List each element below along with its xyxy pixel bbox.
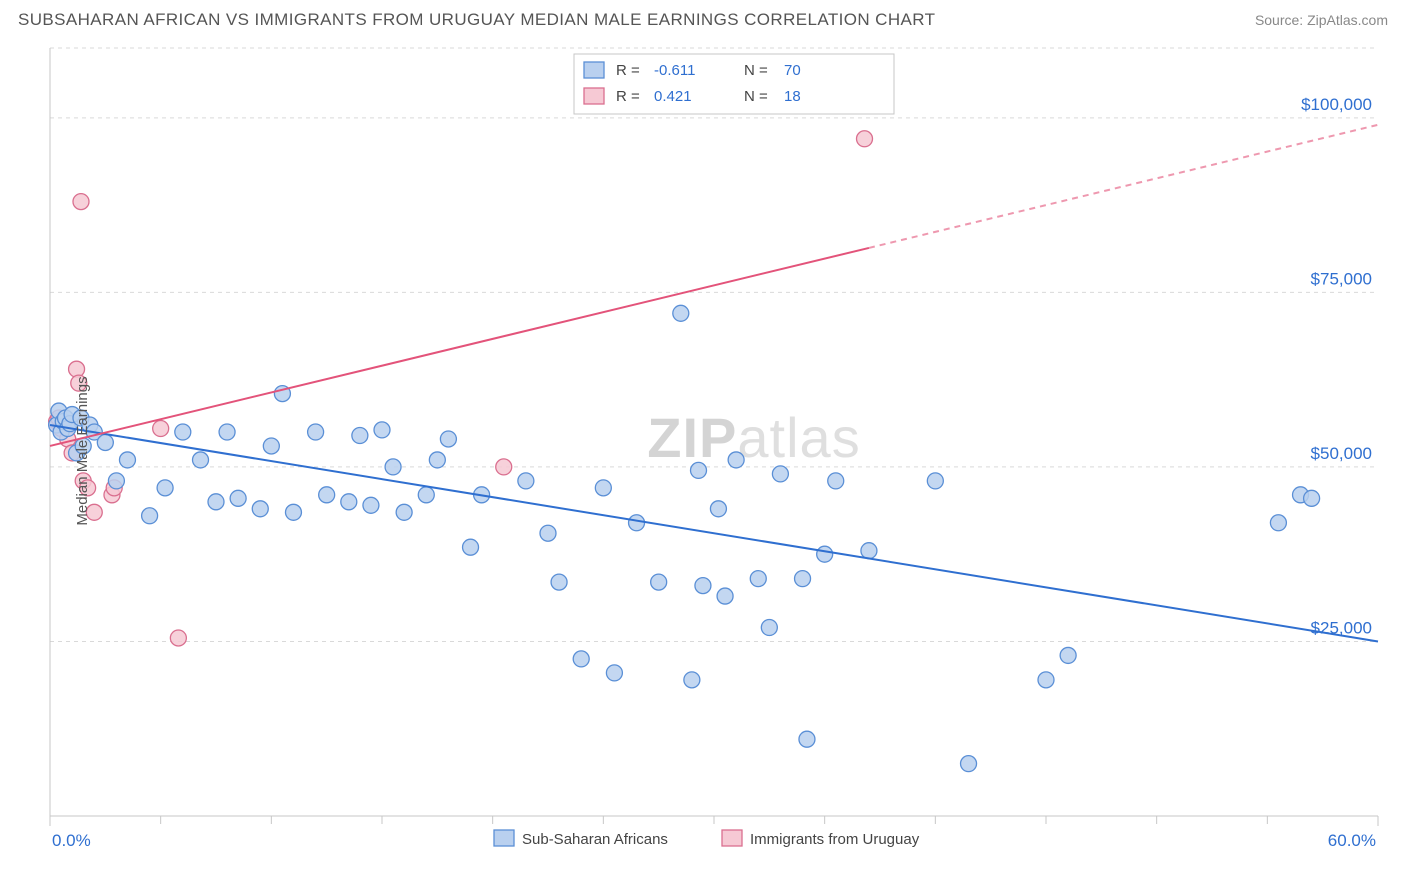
legend-n-label: N = bbox=[744, 62, 768, 79]
data-point-subsaharan bbox=[1270, 515, 1286, 531]
data-point-subsaharan bbox=[157, 480, 173, 496]
data-point-subsaharan bbox=[352, 427, 368, 443]
legend-n-label: N = bbox=[744, 88, 768, 105]
data-point-subsaharan bbox=[651, 574, 667, 590]
data-point-subsaharan bbox=[684, 672, 700, 688]
data-point-subsaharan bbox=[219, 424, 235, 440]
data-point-uruguay bbox=[170, 630, 186, 646]
data-point-subsaharan bbox=[518, 473, 534, 489]
data-point-subsaharan bbox=[629, 515, 645, 531]
data-point-subsaharan bbox=[319, 487, 335, 503]
data-point-subsaharan bbox=[1304, 490, 1320, 506]
data-point-subsaharan bbox=[440, 431, 456, 447]
data-point-subsaharan bbox=[728, 452, 744, 468]
chart-container: Median Male Earnings $25,000$50,000$75,0… bbox=[0, 36, 1406, 866]
y-tick-label: $100,000 bbox=[1301, 95, 1372, 114]
watermark: ZIPatlas bbox=[647, 406, 860, 469]
source-label: Source: ZipAtlas.com bbox=[1255, 12, 1388, 28]
data-point-subsaharan bbox=[606, 665, 622, 681]
data-point-subsaharan bbox=[108, 473, 124, 489]
data-point-subsaharan bbox=[795, 571, 811, 587]
data-point-subsaharan bbox=[695, 578, 711, 594]
data-point-subsaharan bbox=[363, 497, 379, 513]
data-point-subsaharan bbox=[175, 424, 191, 440]
chart-title: SUBSAHARAN AFRICAN VS IMMIGRANTS FROM UR… bbox=[18, 10, 935, 30]
data-point-uruguay bbox=[69, 361, 85, 377]
data-point-subsaharan bbox=[263, 438, 279, 454]
legend-bottom-label: Immigrants from Uruguay bbox=[750, 831, 920, 848]
data-point-subsaharan bbox=[463, 539, 479, 555]
data-point-subsaharan bbox=[308, 424, 324, 440]
data-point-subsaharan bbox=[341, 494, 357, 510]
data-point-subsaharan bbox=[927, 473, 943, 489]
legend-bottom-swatch bbox=[722, 830, 742, 846]
data-point-subsaharan bbox=[252, 501, 268, 517]
legend-bottom-swatch bbox=[494, 830, 514, 846]
data-point-subsaharan bbox=[595, 480, 611, 496]
data-point-subsaharan bbox=[1060, 647, 1076, 663]
data-point-subsaharan bbox=[717, 588, 733, 604]
data-point-subsaharan bbox=[573, 651, 589, 667]
x-tick-label: 60.0% bbox=[1328, 831, 1376, 850]
data-point-subsaharan bbox=[817, 546, 833, 562]
data-point-subsaharan bbox=[97, 434, 113, 450]
data-point-subsaharan bbox=[142, 508, 158, 524]
data-point-subsaharan bbox=[750, 571, 766, 587]
data-point-subsaharan bbox=[285, 504, 301, 520]
data-point-subsaharan bbox=[710, 501, 726, 517]
data-point-subsaharan bbox=[673, 305, 689, 321]
legend-r-value: 0.421 bbox=[654, 88, 692, 105]
data-point-uruguay bbox=[153, 421, 169, 437]
data-point-uruguay bbox=[857, 131, 873, 147]
data-point-subsaharan bbox=[540, 525, 556, 541]
legend-r-label: R = bbox=[616, 62, 640, 79]
data-point-subsaharan bbox=[385, 459, 401, 475]
data-point-subsaharan bbox=[396, 504, 412, 520]
data-point-subsaharan bbox=[551, 574, 567, 590]
data-point-subsaharan bbox=[418, 487, 434, 503]
y-tick-label: $50,000 bbox=[1311, 444, 1372, 463]
legend-top-swatch bbox=[584, 62, 604, 78]
data-point-subsaharan bbox=[691, 462, 707, 478]
legend-bottom: Sub-Saharan Africans Immigrants from Urug… bbox=[494, 830, 920, 848]
legend-n-value: 70 bbox=[784, 62, 801, 79]
legend-bottom-label: Sub-Saharan Africans bbox=[522, 831, 668, 848]
y-axis-label: Median Male Earnings bbox=[74, 376, 91, 525]
data-point-subsaharan bbox=[429, 452, 445, 468]
data-point-subsaharan bbox=[230, 490, 246, 506]
data-point-subsaharan bbox=[374, 422, 390, 438]
legend-r-value: -0.611 bbox=[654, 62, 695, 79]
legend-top-swatch bbox=[584, 88, 604, 104]
data-point-subsaharan bbox=[828, 473, 844, 489]
data-point-uruguay bbox=[496, 459, 512, 475]
data-point-subsaharan bbox=[961, 756, 977, 772]
legend-n-value: 18 bbox=[784, 88, 801, 105]
x-tick-label: 0.0% bbox=[52, 831, 91, 850]
correlation-chart: $25,000$50,000$75,000$100,0000.0%60.0%ZI… bbox=[0, 36, 1406, 866]
data-point-subsaharan bbox=[208, 494, 224, 510]
data-point-subsaharan bbox=[193, 452, 209, 468]
data-point-subsaharan bbox=[772, 466, 788, 482]
data-point-subsaharan bbox=[861, 543, 877, 559]
data-point-subsaharan bbox=[119, 452, 135, 468]
data-point-uruguay bbox=[73, 194, 89, 210]
trend-line-uruguay-dashed bbox=[869, 125, 1378, 248]
legend-r-label: R = bbox=[616, 88, 640, 105]
data-point-subsaharan bbox=[1038, 672, 1054, 688]
data-point-subsaharan bbox=[761, 619, 777, 635]
y-tick-label: $75,000 bbox=[1311, 269, 1372, 288]
data-point-subsaharan bbox=[799, 731, 815, 747]
